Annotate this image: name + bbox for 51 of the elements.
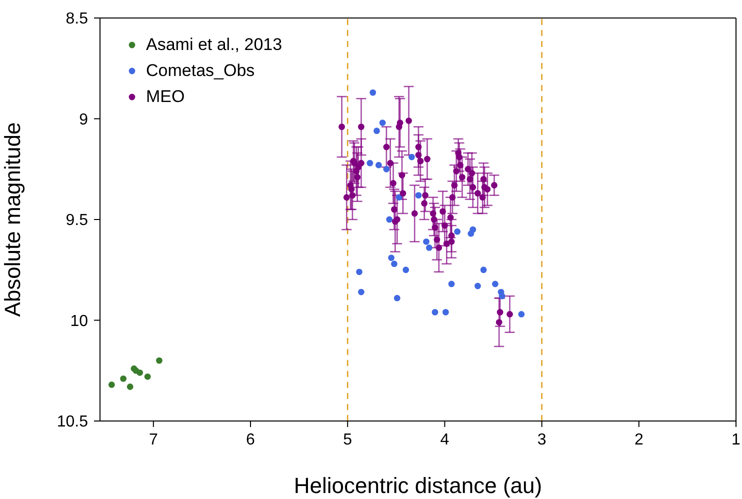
point [492,280,498,288]
x-tick-label: 6 [246,431,256,448]
point [358,288,364,296]
point [470,226,476,233]
point [480,266,487,274]
point [402,266,410,274]
point [408,154,415,160]
point [388,254,394,261]
point [383,166,390,172]
y-tick-label: 10.5 [56,414,88,431]
point [415,192,422,199]
x-tick-label: 7 [148,431,158,448]
point [156,357,162,364]
point [126,384,134,390]
point [423,238,430,245]
point [108,382,115,388]
point [426,244,432,251]
point [370,89,376,96]
point [442,308,449,316]
point [518,311,525,318]
point [394,294,400,302]
y-tick-label: 10 [70,312,88,330]
point [379,120,386,126]
legend-label: MEO [146,86,185,108]
point [144,373,151,380]
point [474,282,481,290]
point [448,280,455,288]
point [454,228,461,235]
legend-label: Asami et al., 2013 [146,34,282,56]
point [386,216,393,223]
point [366,160,374,166]
point [498,292,506,300]
point [120,375,127,382]
y-axis-title: Absolute magnitude [0,122,25,317]
point [375,162,382,168]
y-tick-label: 9.5 [66,212,88,230]
x-tick-label: 5 [343,431,352,448]
x-tick-label: 4 [440,431,450,448]
y-tick-label: 8.5 [66,10,88,28]
legend-label: Cometas_Obs [146,60,255,82]
point [356,268,362,276]
x-tick-label: 2 [634,431,644,448]
point [432,308,438,316]
x-tick-label: 1 [732,431,741,448]
point [136,369,144,376]
y-tick-label: 9 [79,111,88,128]
point [396,194,402,201]
x-axis-title: Heliocentric distance (au) [294,473,542,498]
point [391,260,398,268]
x-tick-label: 3 [537,431,546,448]
point [374,128,380,134]
